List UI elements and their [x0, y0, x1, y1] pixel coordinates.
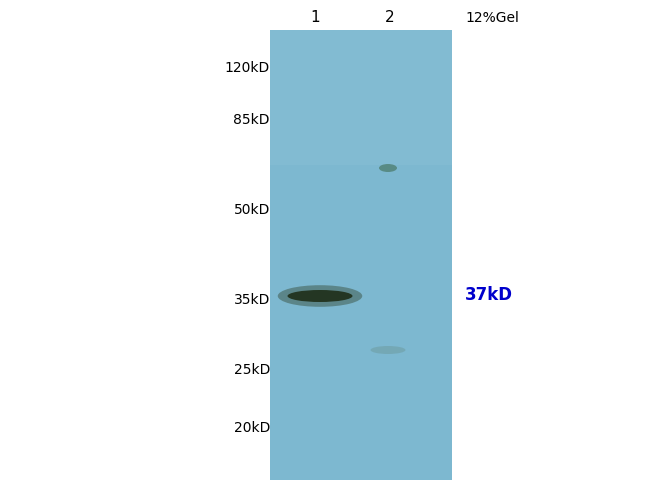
Ellipse shape: [370, 346, 406, 354]
Text: 50kD: 50kD: [233, 203, 270, 217]
Text: 12%Gel: 12%Gel: [465, 11, 519, 25]
Bar: [270, 30, 452, 480]
Text: 85kD: 85kD: [233, 113, 270, 127]
Text: 25kD: 25kD: [233, 363, 270, 377]
Ellipse shape: [278, 285, 362, 307]
Ellipse shape: [379, 164, 397, 172]
Text: 120kD: 120kD: [225, 61, 270, 75]
Text: 35kD: 35kD: [233, 293, 270, 307]
Text: 37kD: 37kD: [465, 286, 513, 304]
Text: 2: 2: [385, 11, 395, 25]
Bar: [270, 30, 452, 165]
Text: 20kD: 20kD: [233, 421, 270, 435]
Ellipse shape: [287, 290, 352, 302]
Text: 1: 1: [310, 11, 320, 25]
